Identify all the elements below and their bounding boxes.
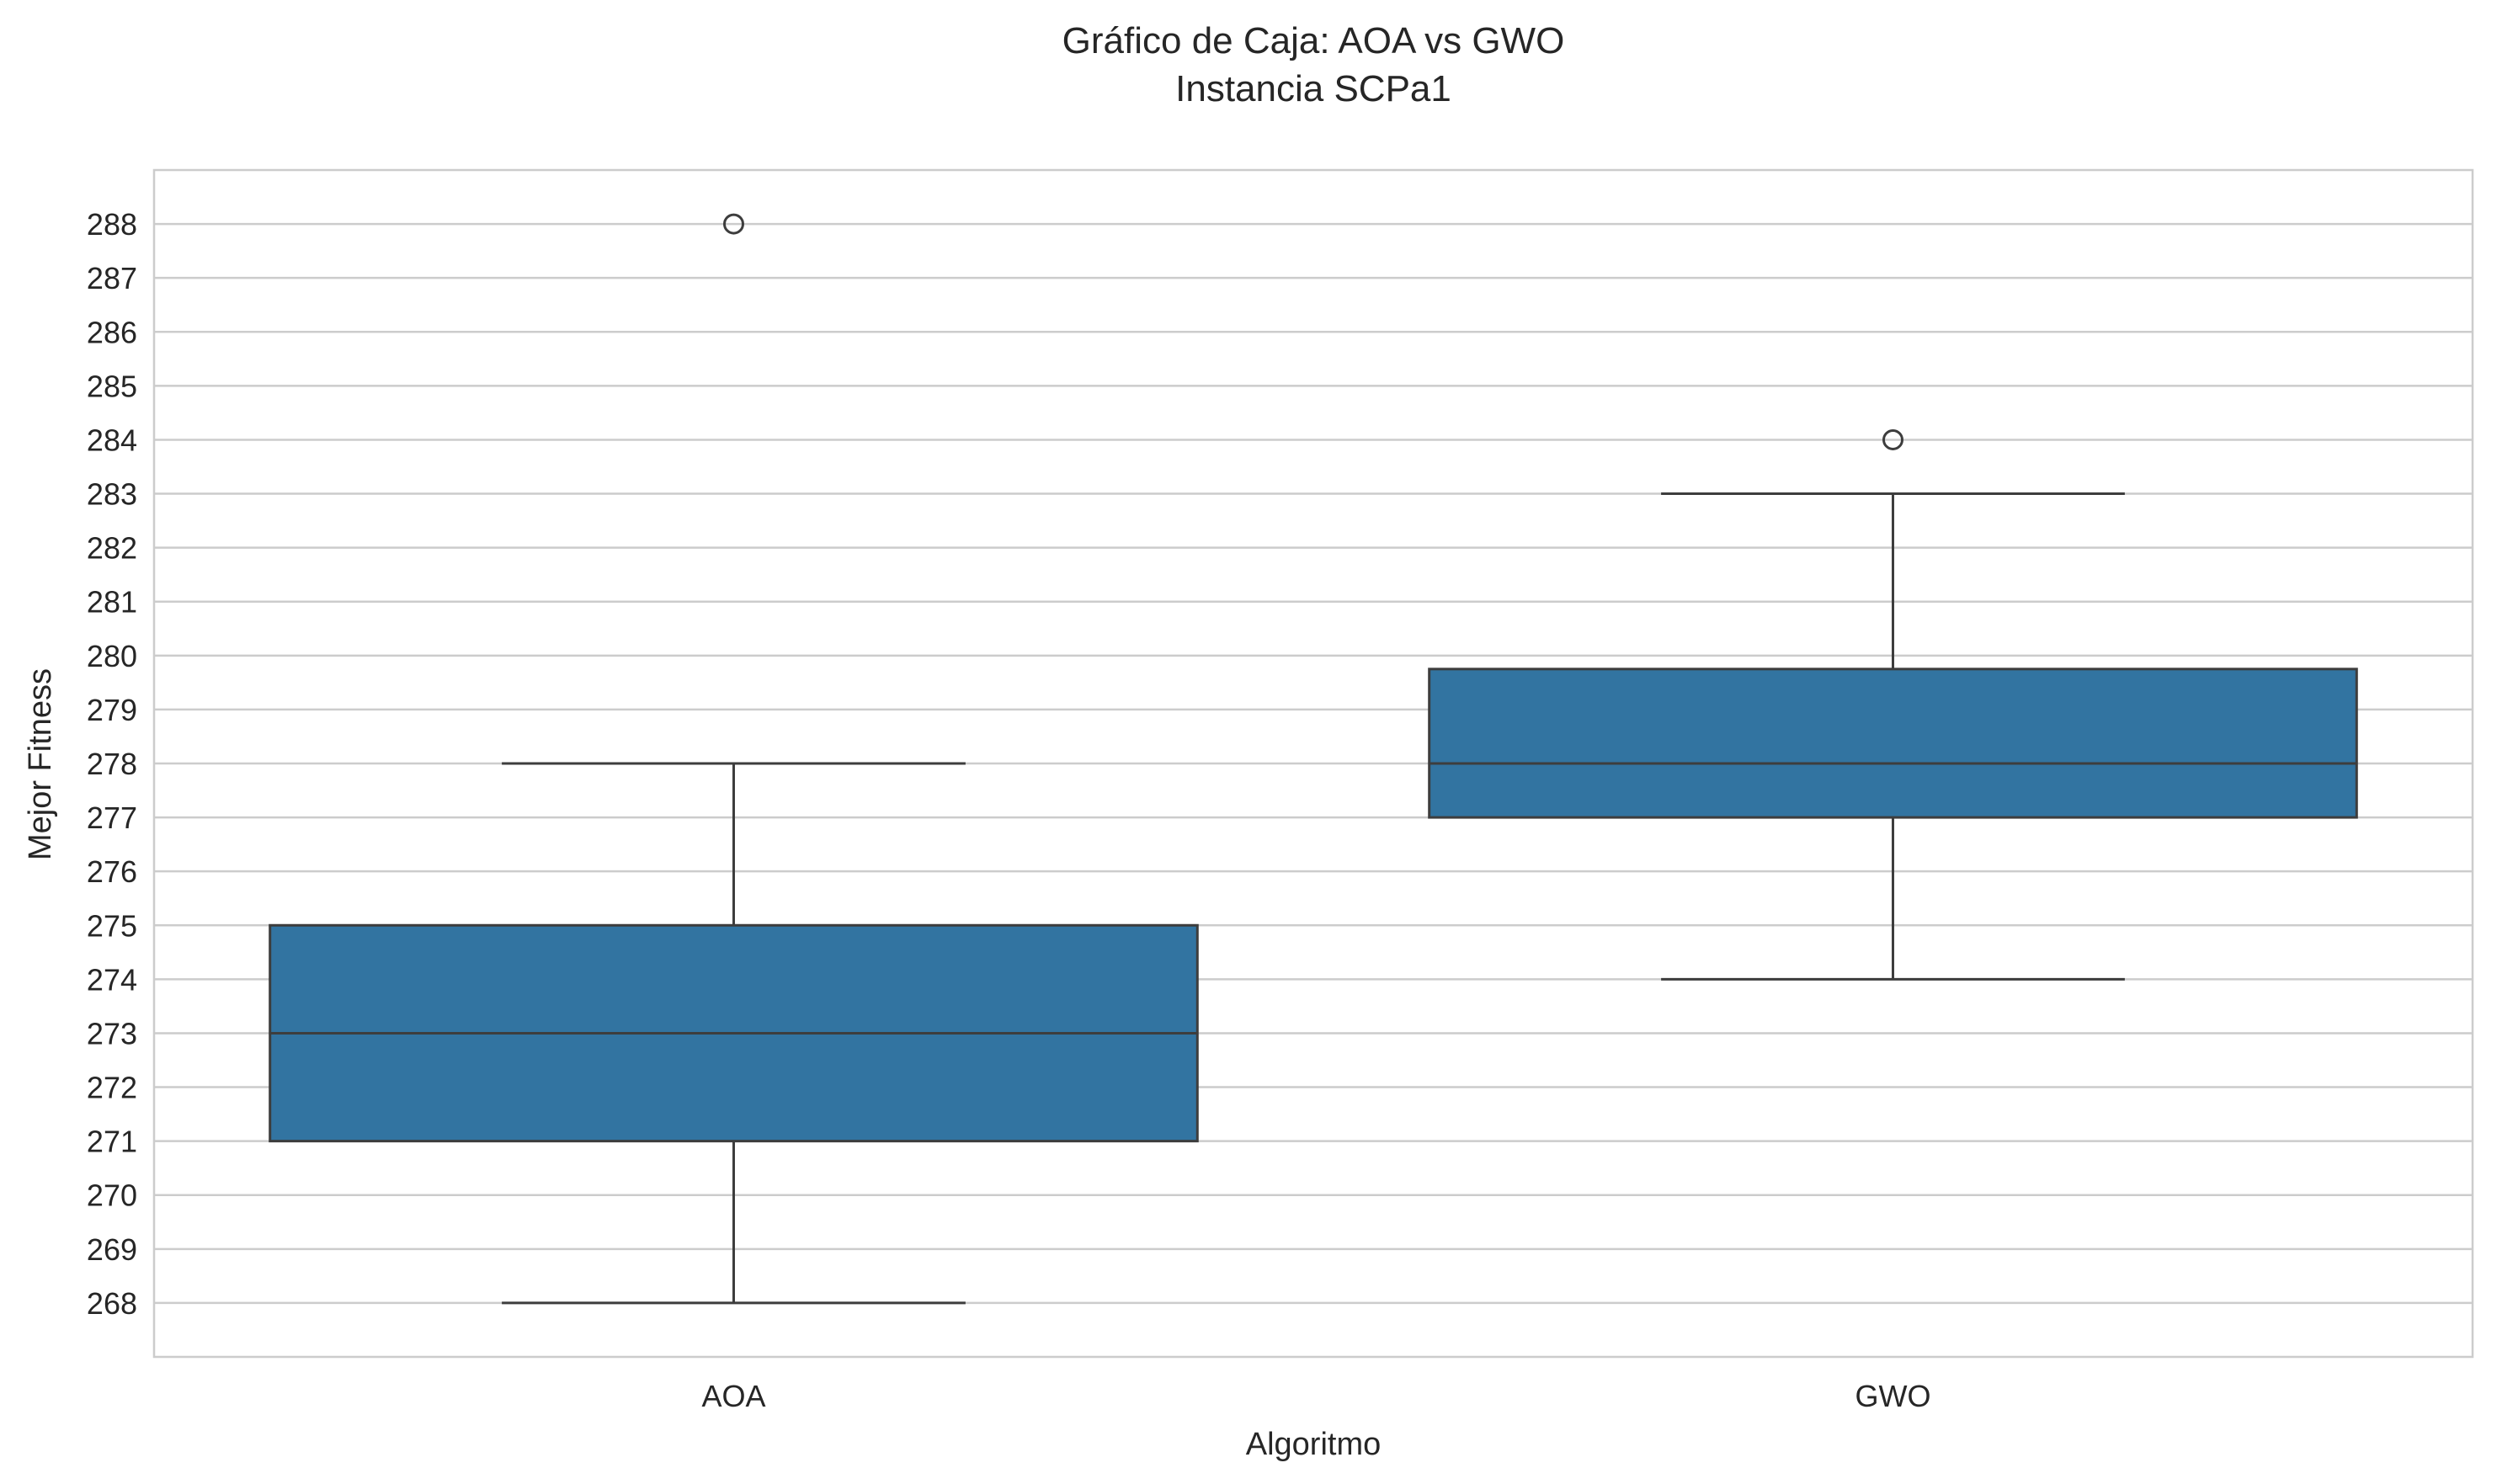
x-tick-label: AOA [701, 1379, 765, 1413]
boxes [269, 213, 2358, 1305]
y-tick-labels: 268 269 270 271 272 273 274 275 276 277 278 279 280 2… [87, 207, 137, 1321]
y-tick-label: 273 [87, 1016, 137, 1051]
x-tick-label: GWO [1855, 1379, 1931, 1413]
y-tick-label: 279 [87, 693, 137, 727]
y-tick-label: 288 [87, 207, 137, 242]
y-tick-label: 269 [87, 1232, 137, 1267]
y-tick-label: 276 [87, 854, 137, 889]
y-tick-label: 275 [87, 908, 137, 943]
chart-subtitle: Instancia SCPa1 [1175, 68, 1451, 109]
y-tick-label: 278 [87, 747, 137, 781]
y-tick-label: 280 [87, 639, 137, 673]
y-tick-label: 270 [87, 1178, 137, 1213]
y-tick-label: 274 [87, 962, 137, 997]
y-tick-label: 287 [87, 261, 137, 295]
x-tick-labels: AOA GWO [701, 1379, 1930, 1413]
y-tick-label: 268 [87, 1286, 137, 1321]
plot-frame [152, 168, 2474, 1359]
iqr-box [1428, 668, 2358, 819]
y-tick-label: 283 [87, 477, 137, 512]
box-group-gwo [1428, 428, 2358, 981]
x-axis-label: Algoritmo [1246, 1427, 1382, 1462]
outlier-point [723, 213, 744, 235]
chart-title: Gráfico de Caja: AOA vs GWO [1062, 20, 1565, 61]
y-tick-label: 286 [87, 315, 137, 349]
y-tick-label: 284 [87, 423, 137, 457]
outlier-point [1882, 428, 1903, 450]
y-tick-label: 272 [87, 1071, 137, 1105]
y-tick-label: 282 [87, 531, 137, 566]
y-tick-label: 271 [87, 1125, 137, 1159]
y-tick-label: 285 [87, 369, 137, 403]
box-group-aoa [269, 213, 1199, 1305]
y-tick-label: 277 [87, 801, 137, 835]
y-axis-label: Mejor Fitness [23, 668, 58, 860]
y-tick-label: 281 [87, 585, 137, 620]
